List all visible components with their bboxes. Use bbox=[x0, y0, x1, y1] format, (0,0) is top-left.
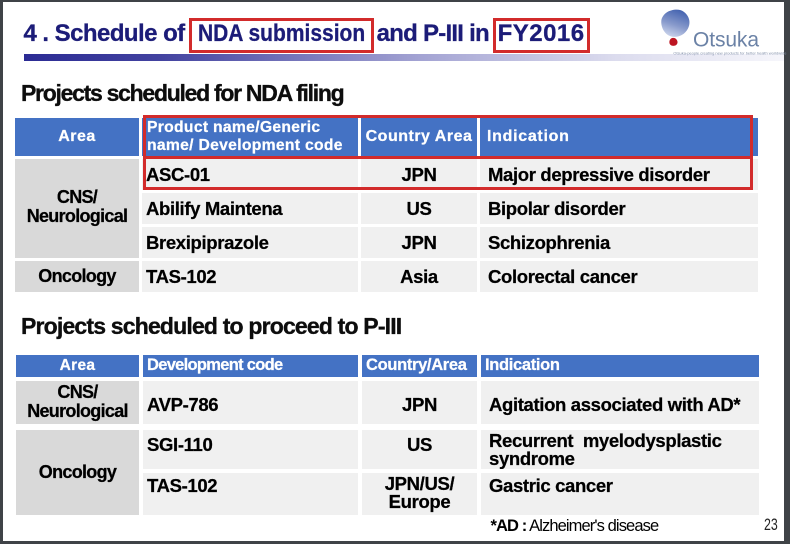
svg-text:Otsuka-people creating new pro: Otsuka-people creating new products for … bbox=[673, 52, 786, 56]
svg-text:Otsuka: Otsuka bbox=[693, 29, 759, 52]
